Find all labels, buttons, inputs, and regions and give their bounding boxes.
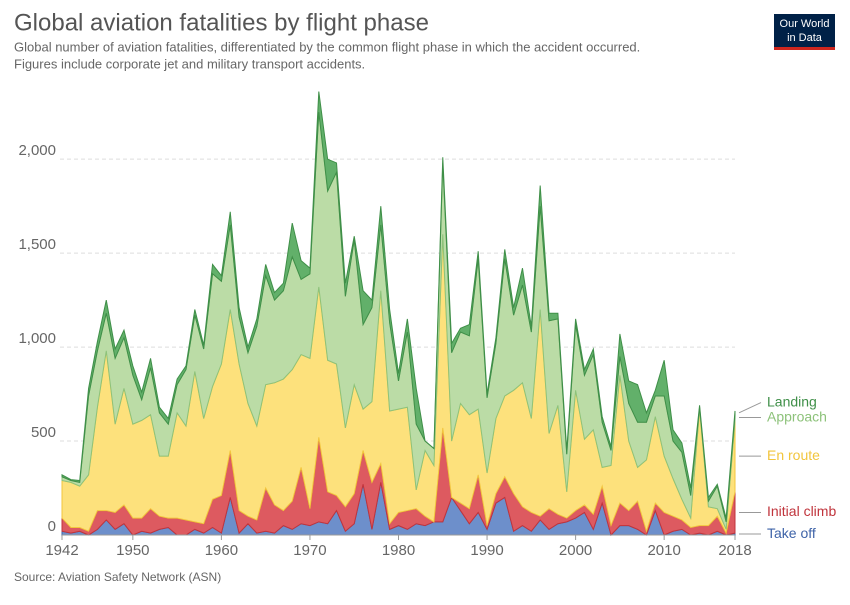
source: Source: Aviation Safety Network (ASN) <box>14 570 221 584</box>
x-tick-label: 1990 <box>470 542 503 559</box>
logo-text: in Data <box>787 32 823 44</box>
logo-bar <box>774 47 835 50</box>
x-tick-label: 2000 <box>559 542 592 559</box>
chart-title: Global aviation fatalities by flight pha… <box>14 9 429 36</box>
x-tick-label: 2018 <box>718 542 751 559</box>
y-tick-label: 2,000 <box>18 142 56 159</box>
x-tick-label: 1942 <box>45 542 78 559</box>
legend-label: Approach <box>767 408 827 424</box>
x-tick-label: 1970 <box>293 542 326 559</box>
x-tick-label: 1960 <box>205 542 238 559</box>
area <box>61 91 736 522</box>
y-tick-label: 1,000 <box>18 330 56 347</box>
plot-area: 0 500 1,000 1,500 2,000 1942 1950 1960 1970 1980 1… <box>18 91 836 559</box>
legend-label: Initial climb <box>767 503 836 519</box>
legend-label: Landing <box>767 393 817 409</box>
logo <box>774 14 835 50</box>
y-tick-label: 0 <box>48 518 56 535</box>
x-tick-label: 1980 <box>382 542 415 559</box>
subtitle: Figures include corporate jet and milita… <box>14 56 365 71</box>
x-tick-label: 2010 <box>647 542 680 559</box>
x-tick-label: 1950 <box>116 542 149 559</box>
y-tick-label: 500 <box>31 424 56 441</box>
logo-text: Our World <box>780 18 830 30</box>
legend-label: Take off <box>767 525 816 541</box>
legend-connector <box>738 402 762 414</box>
subtitle: Global number of aviation fatalities, di… <box>14 39 640 54</box>
y-tick-label: 1,500 <box>18 236 56 253</box>
legend-label: En route <box>767 447 820 463</box>
